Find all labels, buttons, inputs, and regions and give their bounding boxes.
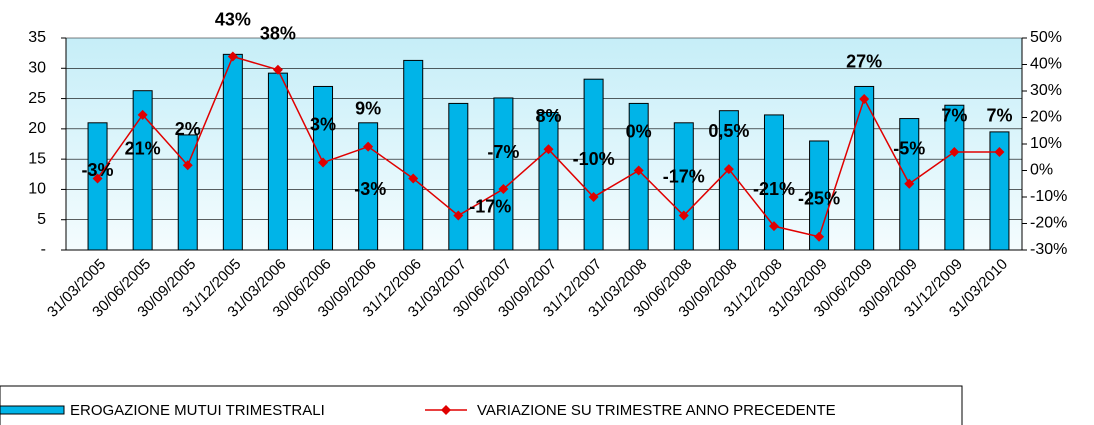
line-marker bbox=[318, 157, 329, 168]
line-marker bbox=[723, 164, 734, 175]
legend-swatch bbox=[0, 405, 65, 415]
bar bbox=[313, 85, 334, 251]
y2-tick-label: 40% bbox=[1030, 56, 1062, 73]
data-label: 3% bbox=[310, 114, 336, 134]
data-label: 0% bbox=[626, 121, 652, 141]
line-marker bbox=[182, 160, 193, 171]
y2-tick-label: -10% bbox=[1030, 188, 1067, 205]
line-marker bbox=[859, 93, 870, 104]
line-marker bbox=[137, 109, 148, 120]
data-label: -10% bbox=[573, 149, 615, 169]
line-marker bbox=[498, 184, 509, 195]
y-tick-label: 30 bbox=[28, 60, 46, 77]
bar bbox=[944, 104, 965, 251]
bar bbox=[989, 131, 1010, 251]
y-tick-label: - bbox=[41, 241, 46, 258]
legend-box bbox=[0, 385, 963, 425]
line-marker bbox=[92, 173, 103, 184]
legend-marker bbox=[441, 405, 451, 415]
line-marker bbox=[453, 210, 464, 221]
y-tick-label: 25 bbox=[28, 90, 46, 107]
data-label: -25% bbox=[798, 189, 840, 209]
y-tick-label: 15 bbox=[28, 150, 46, 167]
line-marker bbox=[768, 221, 779, 232]
legend-label: VARIAZIONE SU TRIMESTRE ANNO PRECEDENTE bbox=[477, 402, 836, 419]
data-label: 2% bbox=[175, 119, 201, 139]
data-label: 7% bbox=[941, 106, 967, 126]
data-label: 7% bbox=[986, 106, 1012, 126]
bar bbox=[177, 134, 198, 251]
data-label: -7% bbox=[487, 142, 519, 162]
data-label: 27% bbox=[846, 52, 882, 72]
bar bbox=[132, 90, 153, 251]
bar bbox=[538, 112, 559, 251]
y2-tick-label: 50% bbox=[1030, 29, 1062, 46]
bar bbox=[222, 53, 243, 251]
y2-tick-label: -30% bbox=[1030, 241, 1067, 258]
bar bbox=[358, 122, 379, 251]
y-tick-label: 10 bbox=[28, 181, 46, 198]
legend-label: EROGAZIONE MUTUI TRIMESTRALI bbox=[70, 402, 325, 419]
data-label: 21% bbox=[125, 139, 161, 159]
bar bbox=[583, 78, 604, 251]
line-marker bbox=[678, 210, 689, 221]
line-marker bbox=[363, 141, 374, 152]
data-label: -17% bbox=[663, 166, 705, 186]
line-marker bbox=[949, 146, 960, 157]
line-marker bbox=[272, 64, 283, 75]
bar bbox=[493, 97, 514, 251]
bar bbox=[763, 114, 784, 251]
bar bbox=[673, 122, 694, 251]
data-label: -5% bbox=[893, 139, 925, 159]
y2-tick-label: 20% bbox=[1030, 109, 1062, 126]
y2-tick-label: 0% bbox=[1030, 162, 1053, 179]
data-label: 9% bbox=[355, 98, 381, 118]
data-label: 8% bbox=[535, 106, 561, 126]
bar bbox=[403, 59, 424, 251]
y-tick-label: 35 bbox=[28, 29, 46, 46]
data-label: 38% bbox=[260, 24, 296, 44]
data-label: -17% bbox=[469, 196, 511, 216]
line-marker bbox=[994, 146, 1005, 157]
y2-tick-label: 10% bbox=[1030, 135, 1062, 152]
line-marker bbox=[227, 51, 238, 62]
data-label: -21% bbox=[753, 179, 795, 199]
line-marker bbox=[814, 231, 825, 242]
data-label: 43% bbox=[215, 9, 251, 29]
data-label: 0,5% bbox=[708, 121, 749, 141]
line-marker bbox=[904, 178, 915, 189]
line-marker bbox=[633, 165, 644, 176]
bar bbox=[87, 122, 108, 251]
y-tick-label: 5 bbox=[37, 211, 46, 228]
data-label: -3% bbox=[354, 179, 386, 199]
bar bbox=[854, 85, 875, 251]
y2-tick-label: 30% bbox=[1030, 82, 1062, 99]
data-label: -3% bbox=[82, 160, 114, 180]
bar bbox=[267, 72, 288, 251]
y-tick-label: 20 bbox=[28, 120, 46, 137]
line-marker bbox=[543, 144, 554, 155]
line-marker bbox=[588, 192, 599, 202]
bar bbox=[448, 102, 469, 251]
y2-tick-label: -20% bbox=[1030, 215, 1067, 232]
line-marker bbox=[408, 173, 419, 184]
